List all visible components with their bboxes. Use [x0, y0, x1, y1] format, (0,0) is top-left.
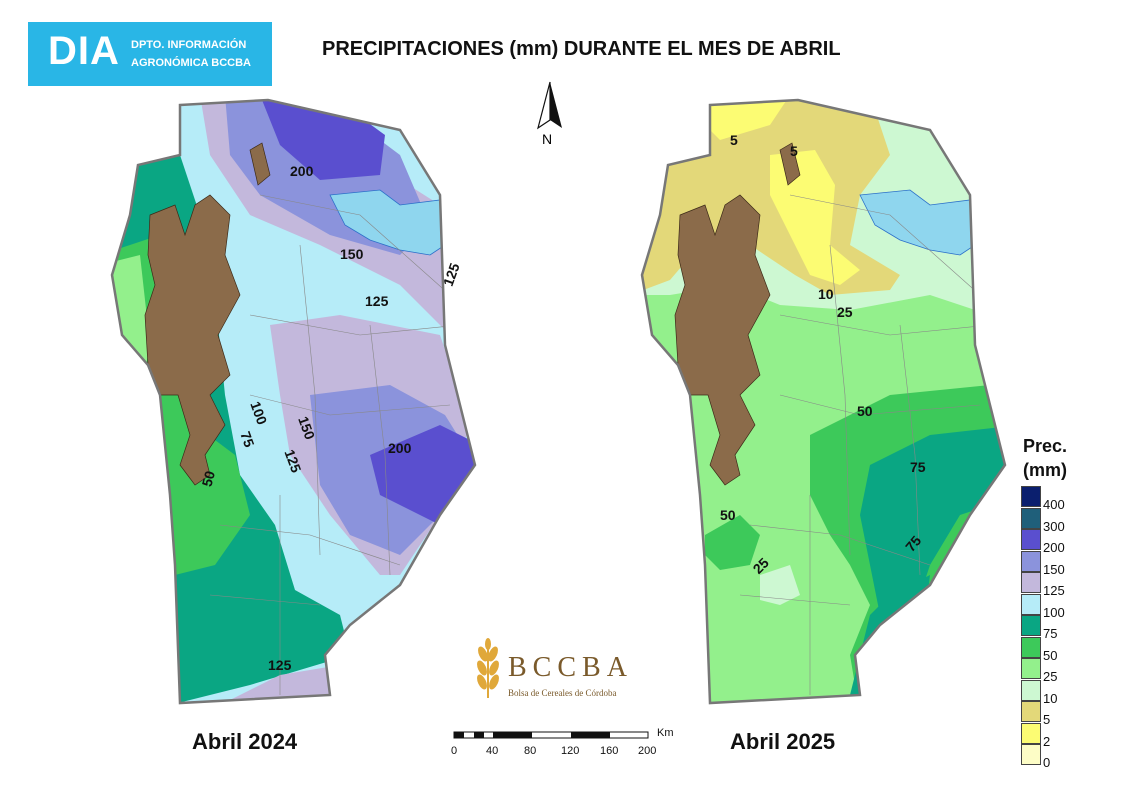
legend-swatch [1021, 550, 1041, 572]
dia-logo: DIA DPTO. INFORMACIÓN AGRONÓMICA BCCBA [28, 22, 272, 86]
contour-label: 5 [730, 132, 738, 148]
contour-label: 200 [290, 163, 314, 179]
legend-label: 0 [1043, 755, 1051, 770]
scale-tick: 160 [600, 745, 619, 757]
map-2025: 5 5 10 25 50 75 50 25 75 [640, 98, 1007, 705]
legend-title-line1: Prec. [1023, 436, 1068, 456]
contour-label: 100 [247, 399, 270, 427]
map-2024-label: Abril 2024 [192, 729, 298, 754]
legend-title-line2: (mm) [1023, 460, 1067, 480]
legend-swatch [1021, 636, 1041, 658]
scale-bar [453, 731, 649, 739]
contour-label: 5 [790, 143, 798, 159]
contour-label: 50 [720, 507, 736, 523]
legend-swatch [1021, 529, 1041, 550]
legend-swatch [1021, 615, 1041, 636]
north-arrow-icon [537, 81, 562, 130]
legend-swatch [1021, 744, 1041, 765]
legend-swatch [1021, 701, 1041, 722]
bccba-logo-text: BCCBA [508, 652, 633, 683]
scale-unit: Km [657, 727, 674, 739]
legend-label: 2 [1043, 733, 1051, 749]
north-arrow-label: N [542, 131, 553, 147]
contour-label: 10 [818, 286, 834, 302]
legend-swatch [1021, 658, 1041, 679]
dia-logo-line1: DPTO. INFORMACIÓN [131, 39, 247, 51]
contour-label: 125 [281, 447, 304, 475]
legend-swatch [1021, 679, 1041, 701]
legend-label: 5 [1043, 712, 1051, 727]
map-2025-label: Abril 2025 [730, 729, 836, 754]
legend-swatch [1021, 722, 1041, 744]
legend-swatch [1021, 593, 1041, 615]
scale-tick: 200 [638, 745, 657, 757]
contour-label: 200 [388, 440, 412, 456]
scale-tick: 0 [451, 745, 458, 757]
contour-label: 125 [365, 293, 389, 309]
legend-label: 75 [1043, 626, 1058, 641]
legend-swatch [1021, 486, 1041, 507]
contour-label: 150 [295, 414, 318, 442]
legend-label: 100 [1043, 604, 1065, 620]
legend-label: 400 [1043, 497, 1065, 512]
scale-tick: 80 [524, 745, 537, 757]
wheat-icon [477, 638, 499, 698]
legend-swatch [1021, 507, 1041, 529]
legend-label: 50 [1043, 647, 1058, 663]
dia-logo-line2: AGRONÓMICA BCCBA [131, 57, 251, 69]
contour-label: 50 [199, 469, 219, 488]
contour-label: 125 [440, 261, 463, 289]
contour-label: 25 [837, 304, 853, 320]
map-2024: 200 150 125 125 100 75 50 150 125 200 12… [110, 98, 477, 705]
scale-tick: 40 [486, 745, 499, 757]
contour-label: 75 [237, 429, 257, 449]
dia-logo-text: DIA [48, 29, 120, 73]
legend-label: 300 [1043, 518, 1065, 534]
contour-label: 125 [268, 657, 292, 673]
legend-label: 10 [1043, 690, 1058, 706]
legend-label: 150 [1043, 561, 1065, 577]
legend-label: 200 [1043, 540, 1065, 555]
page-title: PRECIPITACIONES (mm) DURANTE EL MES DE A… [322, 38, 841, 60]
legend-label: 125 [1043, 583, 1065, 598]
contour-label: 75 [910, 459, 926, 475]
scale-tick: 120 [561, 745, 580, 757]
bccba-logo-subtitle: Bolsa de Cereales de Córdoba [508, 688, 617, 698]
contour-label: 50 [857, 403, 873, 419]
legend-label: 25 [1043, 669, 1058, 684]
legend-swatch [1021, 572, 1041, 593]
contour-label: 150 [340, 246, 364, 262]
